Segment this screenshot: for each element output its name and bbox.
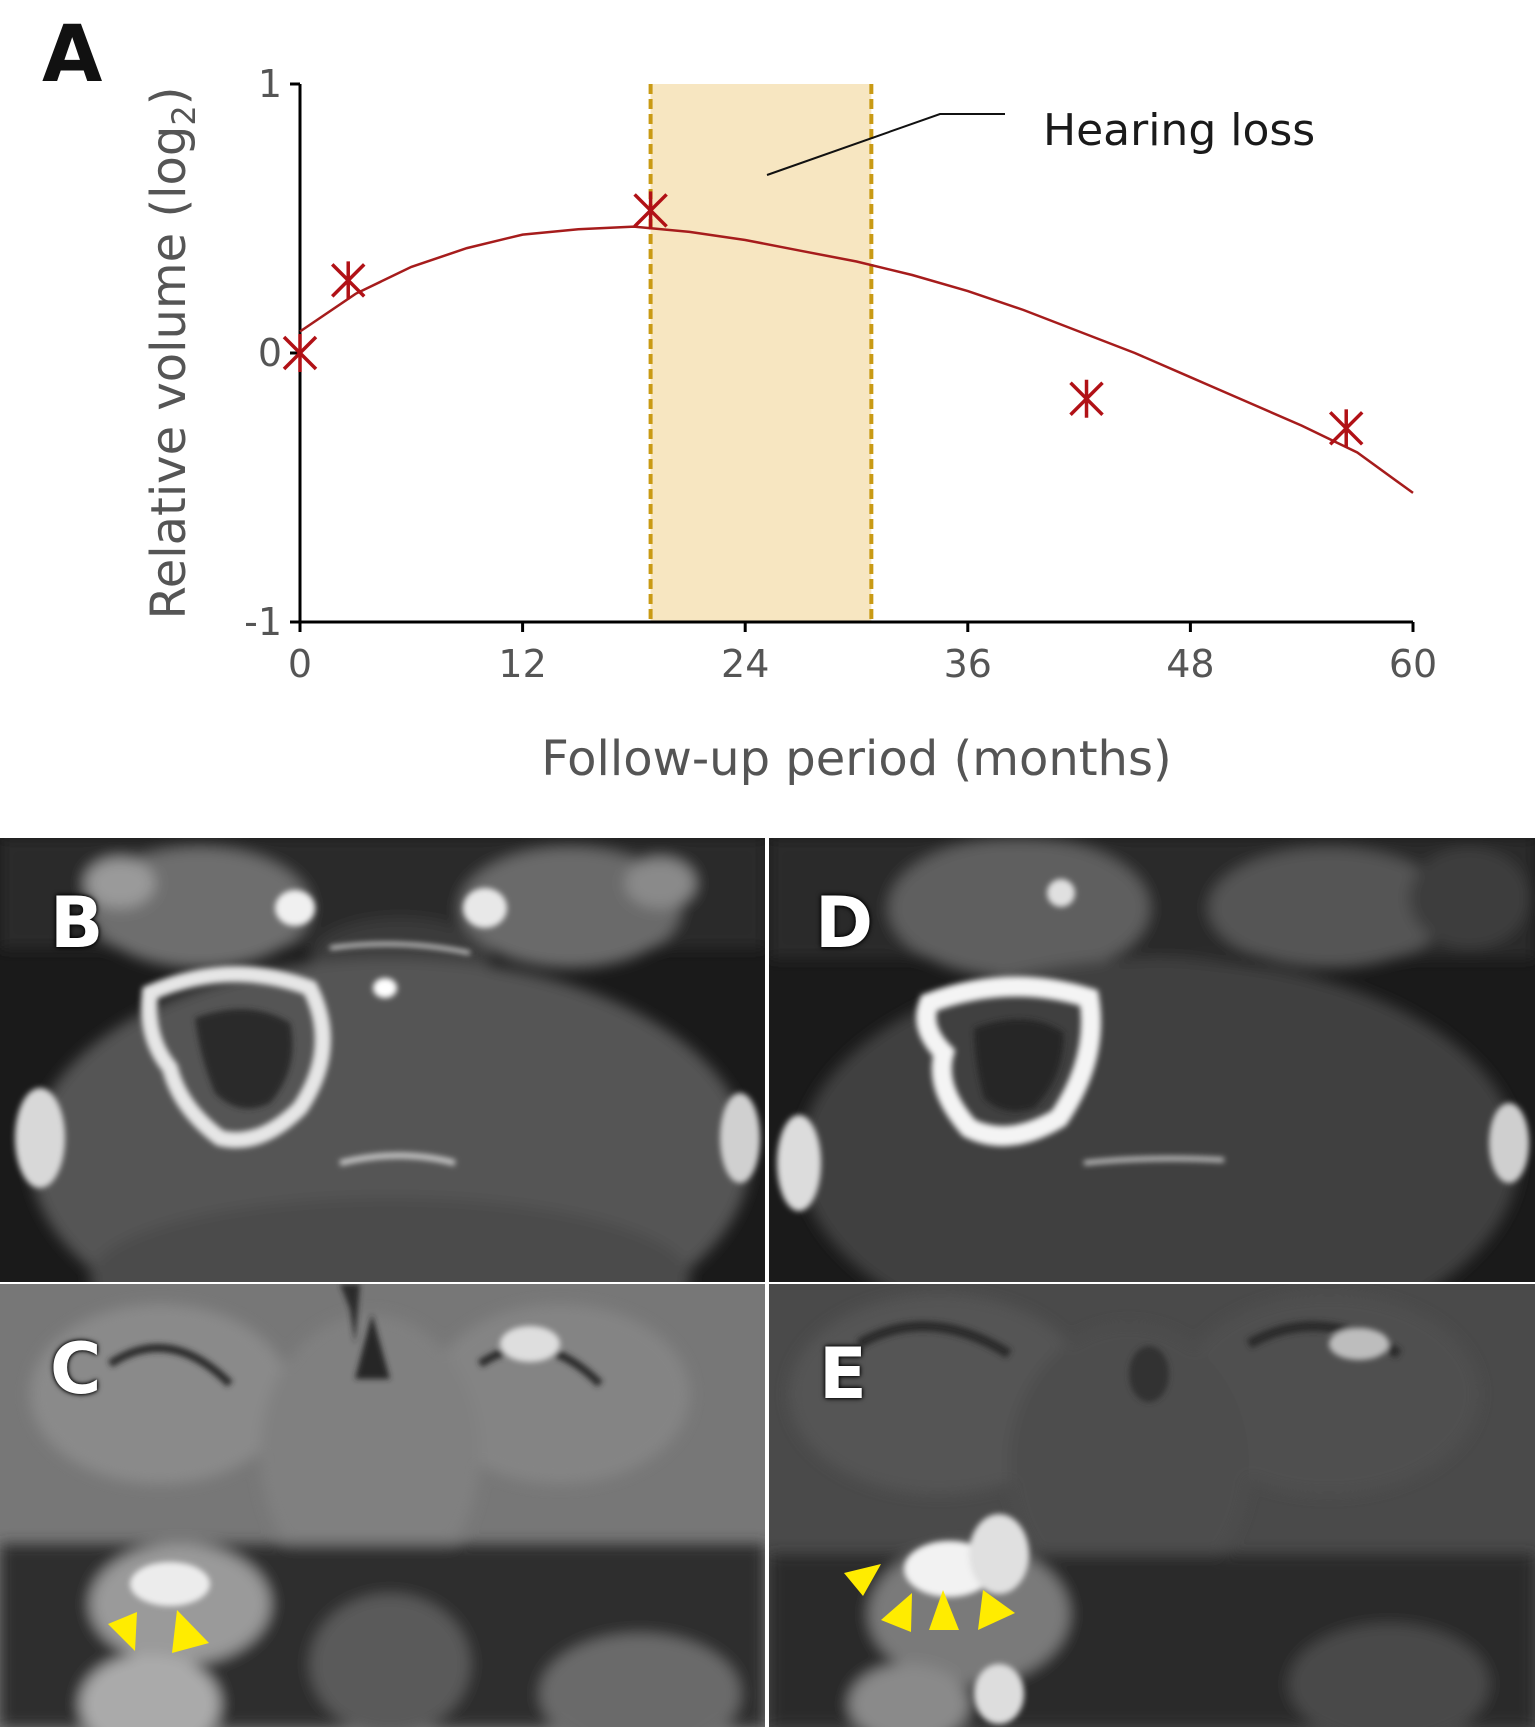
y-tick-label: -1 bbox=[244, 600, 282, 644]
panel-label-c: C bbox=[50, 1328, 102, 1410]
x-tick-label: 48 bbox=[1166, 642, 1214, 686]
data-point-3 bbox=[633, 191, 668, 230]
mri-image-d bbox=[769, 838, 1535, 1282]
x-tick-label: 36 bbox=[944, 642, 992, 686]
x-tick-label: 0 bbox=[288, 642, 312, 686]
mri-panel-c: C bbox=[0, 1284, 765, 1727]
hearing-loss-leader-line bbox=[766, 113, 1005, 176]
x-tick-label: 60 bbox=[1389, 642, 1437, 686]
arrowhead-e-2 bbox=[881, 1593, 912, 1632]
arrowhead-c-2 bbox=[172, 1610, 209, 1653]
x-tick-label: 12 bbox=[498, 642, 546, 686]
arrowhead-e-3 bbox=[929, 1590, 959, 1630]
y-axis-title: Relative volume (log2) bbox=[141, 87, 203, 620]
data-point-5 bbox=[1328, 409, 1364, 448]
mri-image-e bbox=[769, 1284, 1535, 1727]
mri-panel-e: E bbox=[769, 1284, 1535, 1727]
arrowheads-e bbox=[844, 1564, 1015, 1632]
panel-label-a: A bbox=[42, 10, 103, 100]
panel-label-e: E bbox=[819, 1333, 867, 1415]
arrowhead-c-1 bbox=[108, 1612, 137, 1651]
mri-image-b bbox=[0, 838, 765, 1282]
hearing-loss-label: Hearing loss bbox=[1043, 105, 1315, 156]
data-point-1 bbox=[282, 334, 318, 372]
panel-label-b: B bbox=[50, 882, 104, 964]
data-point-4 bbox=[1069, 379, 1104, 418]
panel-label-d: D bbox=[815, 882, 874, 964]
arrowheads-c bbox=[108, 1610, 209, 1653]
hearing-loss-band bbox=[650, 84, 872, 622]
mri-panel-b: B bbox=[0, 838, 765, 1282]
mri-image-c bbox=[0, 1284, 765, 1727]
mri-panel-d: D bbox=[769, 838, 1535, 1282]
chart-panel-a: Hearing loss 0 12 24 36 48 60 -1 0 1 Follow-up per… bbox=[0, 0, 1535, 830]
arrowhead-e-1 bbox=[844, 1564, 881, 1596]
arrowhead-e-4 bbox=[978, 1590, 1015, 1630]
data-point-2 bbox=[330, 261, 366, 300]
x-axis-title: Follow-up period (months) bbox=[541, 731, 1171, 787]
y-tick-label: 0 bbox=[258, 331, 282, 375]
trend-curve bbox=[299, 225, 1414, 494]
x-tick-label: 24 bbox=[721, 642, 769, 686]
y-tick-label: 1 bbox=[258, 62, 282, 106]
